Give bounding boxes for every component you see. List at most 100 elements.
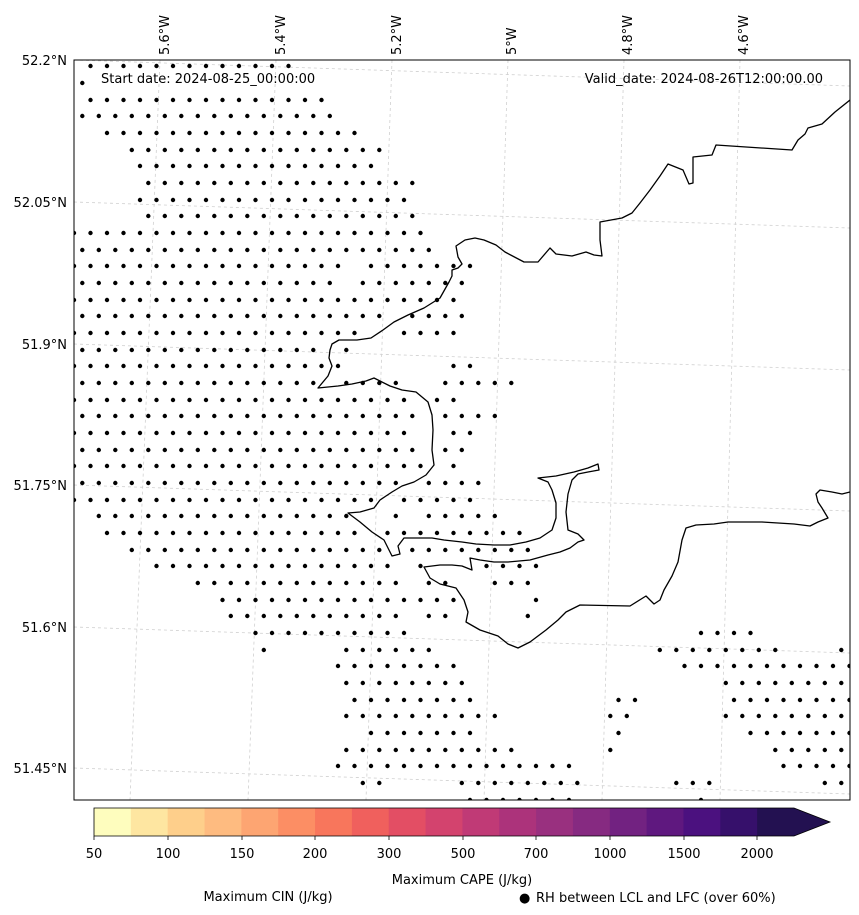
rh-stipple-dot	[335, 263, 341, 269]
rh-stipple-dot	[393, 447, 398, 453]
rh-stipple-dot	[360, 480, 365, 486]
rh-stipple-dot	[88, 263, 93, 269]
rh-stipple-dot	[327, 280, 332, 286]
rh-stipple-dot	[154, 497, 159, 503]
rh-stipple-dot	[451, 263, 456, 269]
rh-stipple-dot	[368, 197, 374, 203]
rh-stipple-dot	[129, 347, 134, 353]
rh-stipple-dot	[74, 397, 77, 403]
rh-stipple-dot	[187, 130, 192, 136]
rh-stipple-dot	[335, 297, 341, 303]
rh-stipple-dot	[443, 480, 448, 486]
rh-stipple-dot	[121, 263, 126, 269]
rh-stipple-dot	[847, 663, 850, 669]
rh-stipple-dot	[377, 147, 382, 153]
rh-stipple-dot	[162, 180, 167, 186]
longitude-labels: 5.6°W 5.4°W 5.2°W 5°W 4.8°W 4.6°W	[158, 15, 752, 55]
rh-stipple-dot	[179, 380, 184, 386]
rh-stipple-dot	[253, 430, 258, 436]
colorbar-segment	[462, 808, 500, 836]
rh-stipple-dot	[500, 563, 506, 569]
rh-stipple-dot	[311, 513, 316, 519]
rh-stipple-dot	[344, 413, 349, 419]
rh-stipple-dot	[575, 780, 580, 786]
rh-stipple-dot	[476, 413, 481, 419]
rh-stipple-dot	[74, 463, 77, 469]
rh-stipple-dot	[368, 397, 374, 403]
rh-stipple-dot	[459, 380, 464, 386]
rh-stipple-dot	[302, 530, 308, 536]
colorbar-ticks: 50 100 150 200 300 500 700 1000 1500 200…	[86, 847, 774, 862]
rh-stipple-dot	[104, 230, 110, 236]
rh-stipple-dot	[80, 113, 85, 119]
rh-stipple-dot	[146, 280, 151, 286]
rh-stipple-dot	[121, 497, 126, 503]
rh-stipple-dot	[203, 397, 209, 403]
rh-stipple-dot	[146, 147, 151, 153]
rh-stipple-dot	[220, 63, 225, 69]
rh-stipple-dot	[443, 613, 448, 619]
rh-stipple-dot	[715, 663, 720, 669]
rh-stipple-dot	[434, 497, 440, 503]
rh-stipple-dot	[245, 347, 250, 353]
rh-stipple-dot	[195, 113, 200, 119]
rh-stipple-dot	[764, 730, 770, 736]
rh-stipple-dot	[368, 630, 374, 636]
rh-stipple-dot	[517, 763, 522, 769]
rh-stipple-dot	[517, 530, 522, 536]
rh-stipple-dot	[360, 647, 365, 653]
start-date-label: Start date: 2024-08-25_00:00:00	[101, 72, 315, 87]
rh-stipple-dot	[236, 397, 242, 403]
rh-stipple-dot	[302, 630, 308, 636]
rh-stipple-dot	[80, 247, 85, 253]
rh-stipple-dot	[385, 297, 390, 303]
rh-stipple-dot	[294, 213, 299, 219]
rh-stipple-dot	[245, 413, 250, 419]
rh-stipple-dot	[467, 497, 473, 503]
rh-stipple-dot	[533, 797, 539, 800]
colorbar-extend-arrow	[794, 808, 830, 836]
rh-stipple-dot	[154, 97, 159, 103]
rh-stipple-dot	[344, 313, 349, 319]
rh-stipple-dot	[476, 480, 481, 486]
rh-stipple-dot	[344, 713, 349, 719]
rh-stipple-dot	[525, 780, 530, 786]
rh-stipple-dot	[129, 513, 134, 519]
rh-stipple-dot	[236, 330, 242, 336]
rh-stipple-dot	[236, 297, 242, 303]
colorbar-segment	[609, 808, 648, 836]
rh-stipple-dot	[236, 363, 242, 369]
lon-label: 4.6°W	[737, 15, 752, 55]
rh-stipple-dot	[368, 430, 374, 436]
rh-stipple-dot	[212, 547, 217, 553]
rh-stipple-dot	[418, 663, 423, 669]
rh-stipple-dot	[253, 297, 258, 303]
rh-stipple-dot	[533, 763, 539, 769]
rh-stipple-dot	[74, 363, 77, 369]
rh-stipple-dot	[401, 463, 407, 469]
rh-stipple-dot	[352, 197, 357, 203]
rh-stipple-dot	[459, 547, 464, 553]
rh-stipple-dot	[797, 663, 803, 669]
rh-stipple-dot	[121, 330, 126, 336]
rh-stipple-dot	[434, 597, 440, 603]
rh-stipple-dot	[789, 747, 794, 753]
rh-stipple-dot	[154, 397, 159, 403]
rh-stipple-dot	[830, 730, 836, 736]
rh-stipple-dot	[410, 180, 415, 186]
rh-stipple-dot	[96, 347, 102, 353]
rh-stipple-dot	[822, 713, 827, 719]
rh-stipple-dot	[121, 130, 126, 136]
rh-stipple-dot	[352, 463, 357, 469]
rh-stipple-dot	[170, 363, 176, 369]
colorbar-tick-label: 1000	[593, 847, 626, 862]
rh-stipple-dot	[839, 747, 844, 753]
rh-stipple-dot	[443, 413, 448, 419]
rh-stipple-dot	[203, 530, 209, 536]
rh-stipple-dot	[344, 480, 349, 486]
rh-stipple-dot	[451, 730, 456, 736]
rh-stipple-dot	[187, 297, 192, 303]
rh-stipple-dot	[278, 613, 283, 619]
rh-stipple-dot	[360, 247, 365, 253]
rh-stipple-dot	[187, 463, 192, 469]
